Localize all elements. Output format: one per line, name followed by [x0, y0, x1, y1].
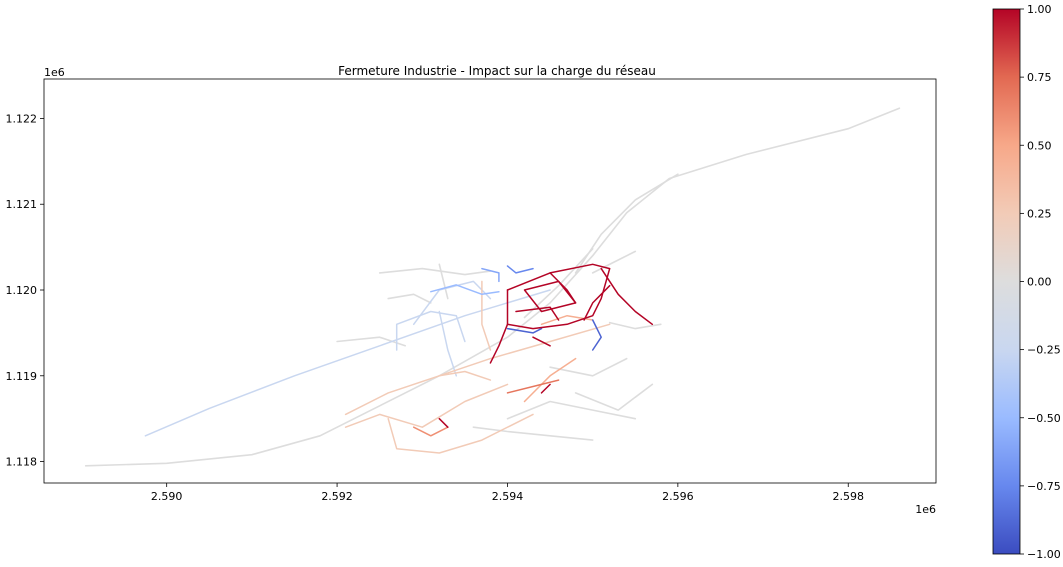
network-segment — [344, 323, 611, 416]
plot-frame — [43, 78, 937, 484]
network-segment — [506, 379, 560, 394]
network-segment — [395, 310, 466, 351]
network-segment — [481, 280, 492, 351]
colorbar — [992, 8, 1021, 555]
chart-title: Fermeture Industrie - Impact sur la char… — [338, 64, 656, 78]
network-lines — [84, 107, 901, 467]
colorbar-tick-label: 1.00 — [1027, 3, 1052, 16]
network-segment — [412, 280, 492, 326]
colorbar-axis: 1.00 0.75 0.50 0.25 0.00 −0.25 −0.50 −0.75 −1.00 — [1020, 3, 1061, 561]
colorbar-tick-label: 0.50 — [1027, 139, 1052, 152]
y-tick-label: 1.120 — [6, 284, 38, 297]
x-tick-label: 2.596 — [662, 490, 694, 503]
x-tick-label: 2.590 — [151, 490, 183, 503]
network-segment — [144, 289, 551, 437]
network-segment — [574, 383, 654, 411]
colorbar-tick-label: −1.00 — [1027, 548, 1061, 561]
colorbar-tick-label: 0.75 — [1027, 71, 1052, 84]
y-tick-label: 1.119 — [6, 370, 38, 383]
network-segment — [591, 319, 602, 351]
network-segment — [523, 248, 594, 319]
network-segment — [430, 284, 500, 296]
x-tick-label: 2.592 — [321, 490, 353, 503]
colorbar-tick-label: −0.75 — [1027, 480, 1061, 493]
network-segment — [600, 267, 654, 326]
network-segment — [506, 265, 534, 274]
colorbar-tick-label: 0.00 — [1027, 276, 1052, 289]
network-segment — [515, 306, 560, 321]
network-segment — [387, 413, 534, 454]
network-segment — [472, 426, 594, 441]
y-tick-label: 1.121 — [6, 198, 38, 211]
network-segment — [438, 370, 492, 381]
network-segment — [532, 336, 551, 347]
network-segment — [412, 426, 449, 437]
network-segment — [549, 272, 577, 304]
network-segment — [591, 250, 637, 274]
network-segment — [523, 357, 577, 403]
network-segment — [506, 263, 611, 330]
network-segment — [506, 400, 637, 420]
x-offset-label: 1e6 — [915, 503, 936, 516]
network-segment — [438, 263, 449, 300]
network-segment — [438, 310, 458, 377]
network-segment — [608, 321, 662, 330]
colorbar-tick-label: 0.25 — [1027, 207, 1052, 220]
network-segment — [549, 357, 628, 377]
x-axis: 2.590 2.592 2.594 2.596 2.598 — [151, 483, 864, 503]
colorbar-tick-label: −0.50 — [1027, 412, 1061, 425]
network-segment — [84, 107, 901, 467]
network-segment — [378, 267, 492, 276]
y-axis: 1.118 1.119 1.120 1.121 1.122 — [6, 112, 44, 469]
network-segment — [489, 289, 509, 364]
x-tick-label: 2.594 — [492, 490, 524, 503]
x-tick-label: 2.598 — [832, 490, 864, 503]
network-segment — [438, 417, 449, 428]
network-segment — [387, 293, 432, 304]
y-tick-label: 1.118 — [6, 456, 38, 469]
network-segment — [481, 267, 500, 283]
network-segment — [583, 284, 611, 321]
network-segment — [506, 327, 543, 334]
network-segment — [344, 383, 509, 428]
y-offset-label: 1e6 — [44, 66, 65, 79]
network-segment — [540, 383, 551, 394]
network-segment — [336, 336, 407, 347]
y-tick-label: 1.122 — [6, 112, 38, 125]
colorbar-tick-label: −0.25 — [1027, 344, 1061, 357]
